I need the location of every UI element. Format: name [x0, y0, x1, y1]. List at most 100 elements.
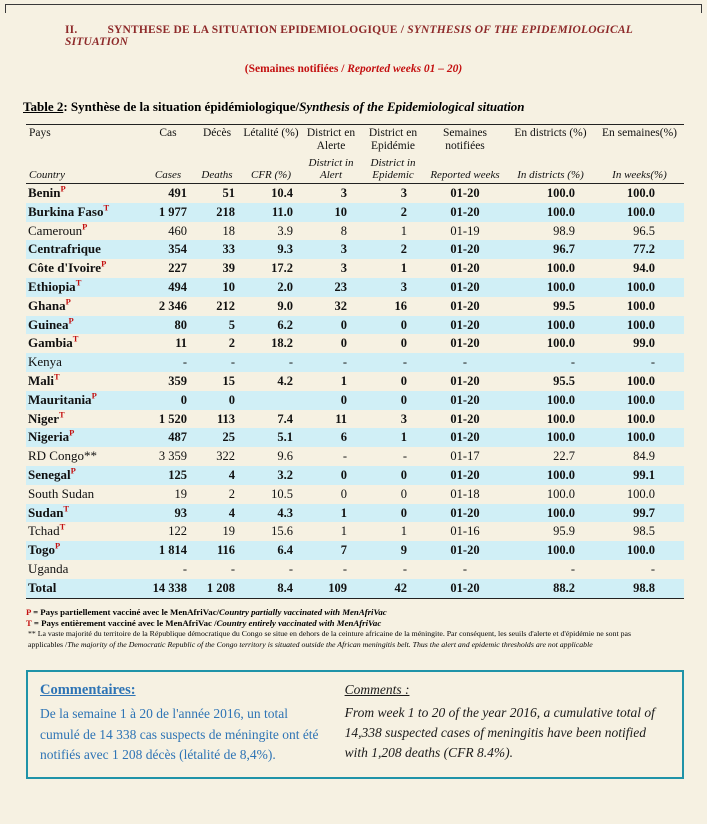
column-header: En districts (%) In districts (%): [514, 127, 587, 181]
vaccination-status-marker: T: [63, 503, 70, 514]
comments-box: Commentaires: De la semaine 1 à 20 de l'…: [26, 669, 684, 780]
data-cell: 98.9: [553, 223, 575, 238]
subtitle-french: (Semaines notifiées /: [244, 63, 345, 75]
column-header: Semaines notifiées Reported weeks: [430, 127, 500, 181]
data-cell: 100.0: [546, 411, 575, 426]
data-cell: 10: [222, 279, 236, 294]
data-cell: 100.0: [626, 430, 655, 445]
data-cell: 84.9: [633, 449, 655, 464]
data-cell: 100.0: [546, 261, 575, 276]
footnote: P = Pays partiellement vacciné avec le M…: [26, 606, 387, 617]
country-row: GhanaP 2 346 212 9.0 32 16 01-20 99.5 100.0: [26, 297, 684, 316]
data-cell: -: [570, 355, 575, 370]
country-row: NigeriaP 487 25 5.1 6 1 01-20 100.0 100.0: [26, 428, 684, 448]
data-cell: 359: [168, 373, 187, 388]
data-cell: -: [402, 355, 407, 370]
data-cell: 01-20: [450, 279, 480, 294]
data-cell: 01-20: [450, 505, 480, 520]
country-name-cell: RD Congo**: [28, 448, 97, 464]
vaccination-status-marker: P: [68, 315, 74, 326]
country-row: MauritaniaP 0 0 0 0 01-20 100.0 100.0: [26, 390, 684, 410]
data-cell: 0: [340, 336, 347, 351]
data-cell: 42: [394, 580, 408, 595]
data-cell: [242, 391, 300, 410]
data-cell: 01-17: [450, 449, 480, 464]
table-caption-french: : Synthèse de la situation épidémiologiq…: [63, 99, 300, 114]
country-name-cell: CamerounP: [28, 221, 88, 238]
data-cell: 01-16: [450, 524, 480, 539]
data-cell: 109: [328, 580, 347, 595]
data-cell: 01-20: [450, 373, 480, 388]
data-cell: 1 208: [206, 580, 235, 595]
data-cell: 18.2: [271, 336, 293, 351]
comments-body-french: De la semaine 1 à 20 de l'année 2016, un…: [40, 706, 319, 762]
data-cell: 2: [228, 486, 235, 501]
data-cell: 22.7: [553, 449, 575, 464]
data-cell: 01-20: [450, 467, 480, 482]
vaccination-status-marker: T: [54, 371, 60, 382]
data-cell: 491: [168, 186, 187, 200]
vaccination-status-marker: P: [82, 221, 88, 232]
data-cell: 100.0: [626, 279, 655, 294]
data-cell: 51: [222, 186, 236, 200]
country-name-cell: GambiaT: [28, 334, 79, 351]
data-cell: 100.0: [546, 186, 575, 200]
data-cell: 6.4: [277, 543, 293, 558]
data-cell: 99.5: [553, 298, 575, 313]
column-header: En semaines(%) In weeks(%): [601, 127, 678, 181]
data-cell: 01-20: [450, 411, 480, 426]
data-cell: 96.7: [553, 242, 575, 257]
data-cell: 11.0: [271, 204, 293, 219]
data-cell: -: [288, 355, 293, 370]
country-name-cell: GhanaP: [28, 296, 71, 313]
data-cell: 01-19: [450, 223, 480, 238]
data-cell: 1: [400, 261, 407, 276]
data-cell: 0: [340, 486, 347, 501]
data-cell: 100.0: [546, 392, 575, 407]
data-cell: 01-20: [450, 317, 480, 332]
data-cell: 01-20: [450, 392, 480, 407]
section-title-french: SYNTHESE DE LA SITUATION EPIDEMIOLOGIQUE…: [107, 24, 405, 36]
table-body: BeninP 491 51 10.4 3 3 01-20 100.0 100.0 Burkina …: [26, 184, 684, 599]
data-cell: 100.0: [626, 317, 655, 332]
comments-english-column: Comments : From week 1 to 20 of the year…: [345, 680, 670, 766]
country-name-cell: SudanT: [28, 503, 70, 520]
data-cell: 19: [174, 486, 188, 501]
data-cell: 39: [222, 261, 236, 276]
data-cell: 99.7: [633, 505, 655, 520]
data-cell: 8: [340, 223, 347, 238]
data-cell: 0: [400, 392, 407, 407]
data-cell: 01-20: [450, 336, 480, 351]
country-row: Kenya - - - - - - - -: [26, 353, 684, 372]
page-border: [5, 4, 702, 13]
data-cell: 116: [216, 543, 235, 558]
data-cell: 354: [168, 242, 187, 257]
country-row: Côte d'IvoireP 227 39 17.2 3 1 01-20 100.0 94.0: [26, 259, 684, 278]
data-cell: 11: [335, 411, 347, 426]
footnote: ** La vaste majorité du territoire de la…: [28, 629, 631, 649]
data-cell: -: [650, 561, 655, 576]
data-cell: 125: [168, 467, 187, 482]
data-cell: 0: [400, 505, 407, 520]
vaccination-status-marker: P: [54, 541, 61, 551]
data-cell: 100.0: [546, 505, 575, 520]
data-cell: 10: [334, 204, 348, 219]
data-cell: 100.0: [626, 411, 655, 426]
comments-french-column: Commentaires: De la semaine 1 à 20 de l'…: [40, 680, 329, 766]
data-cell: 9.6: [277, 449, 293, 464]
data-cell: 0: [400, 467, 407, 482]
country-row: Burkina FasoT 1 977 218 11.0 10 2 01-20 100.0 10…: [26, 202, 684, 222]
country-row: South Sudan 19 2 10.5 0 0 01-18 100.0 100.0: [26, 485, 684, 504]
comments-body-english: From week 1 to 20 of the year 2016, a cu…: [344, 704, 655, 761]
country-row: SudanT 93 4 4.3 1 0 01-20 100.0 99.7: [26, 503, 684, 523]
country-name-cell: Côte d'IvoireP: [28, 259, 107, 276]
data-cell: 33: [222, 242, 236, 257]
data-cell: 3: [340, 242, 347, 257]
country-row: Uganda - - - - - - - -: [26, 560, 684, 579]
country-name-cell: NigerT: [28, 409, 65, 426]
data-cell: 100.0: [546, 336, 575, 351]
country-name-cell: SenegalP: [28, 465, 76, 482]
data-cell: -: [342, 561, 347, 576]
vaccination-status-marker: T: [59, 522, 66, 533]
data-cell: -: [402, 561, 407, 576]
